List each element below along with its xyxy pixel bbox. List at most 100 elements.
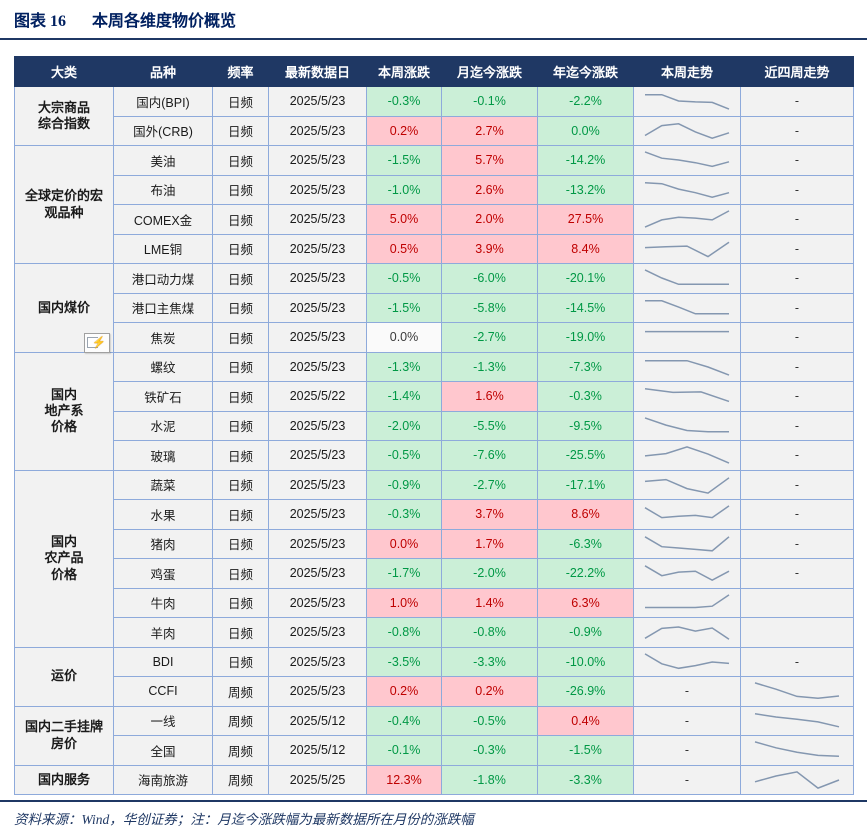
frequency-cell: 日频 — [212, 469, 269, 500]
four-week-trend-cell: - — [740, 174, 854, 205]
mtd-change-cell: -2.7% — [441, 469, 538, 500]
four-week-trend-cell — [740, 735, 854, 766]
latest-date-cell: 2025/5/23 — [268, 617, 367, 648]
mtd-change-cell: -3.3% — [441, 646, 538, 677]
sparkline — [645, 331, 729, 333]
mtd-change-cell: -5.8% — [441, 292, 538, 323]
table-row: 大宗商品 综合指数 国内(BPI) 日频 2025/5/23 -0.3% -0.1% -2.2… — [14, 86, 854, 146]
week-change-cell: -0.5% — [366, 263, 442, 294]
week-trend-cell — [633, 115, 741, 146]
variety-cell: 布油 — [113, 174, 213, 205]
ytd-change-cell: 6.3% — [537, 587, 634, 618]
latest-date-cell: 2025/5/23 — [268, 322, 367, 353]
variety-cell: 牛肉 — [113, 587, 213, 618]
category-cell: 国内服务 — [14, 764, 114, 795]
frequency-cell: 日频 — [212, 440, 269, 471]
week-trend-cell — [633, 499, 741, 530]
ytd-change-cell: -14.2% — [537, 145, 634, 176]
variety-cell: COMEX金 — [113, 204, 213, 235]
source-note: 资料来源：Wind，华创证券；注：月迄今涨跌幅为最新数据所在月份的涨跌幅 — [14, 812, 474, 827]
four-week-trend-cell: - — [740, 558, 854, 589]
frequency-cell: 日频 — [212, 528, 269, 559]
mtd-change-cell: 0.2% — [441, 676, 538, 707]
ytd-change-cell: -0.9% — [537, 617, 634, 648]
latest-date-cell: 2025/5/23 — [268, 174, 367, 205]
mtd-change-cell: -0.5% — [441, 705, 538, 736]
four-week-trend-cell: - — [740, 145, 854, 176]
week-trend-cell: - — [633, 764, 741, 795]
table-row: 水果 日频 2025/5/23 -0.3% 3.7% 8.6% - — [15, 499, 854, 530]
paste-options-icon[interactable]: ⚡ — [84, 333, 110, 353]
header-cell: 大类 — [14, 56, 114, 87]
week-trend-cell — [633, 233, 741, 264]
week-change-cell: -0.5% — [366, 440, 442, 471]
variety-cell: 鸡蛋 — [113, 558, 213, 589]
header-cell: 频率 — [212, 56, 269, 87]
sparkline — [645, 94, 730, 111]
mtd-change-cell: 2.0% — [441, 204, 538, 235]
ytd-change-cell: -9.5% — [537, 410, 634, 441]
frequency-cell: 日频 — [212, 145, 269, 176]
latest-date-cell: 2025/5/23 — [268, 499, 367, 530]
table-row: 国内煤价 港口动力煤 日频 2025/5/23 -0.5% -6.0% -20.1% - — [14, 263, 854, 353]
frequency-cell: 日频 — [212, 322, 269, 353]
variety-cell: 水泥 — [113, 410, 213, 441]
four-week-trend-cell: - — [740, 86, 854, 117]
ytd-change-cell: 27.5% — [537, 204, 634, 235]
latest-date-cell: 2025/5/23 — [268, 558, 367, 589]
week-change-cell: -0.3% — [366, 86, 442, 117]
week-change-cell: 0.0% — [366, 528, 442, 559]
week-change-cell: -1.4% — [366, 381, 442, 412]
week-change-cell: 0.0% — [366, 322, 442, 353]
latest-date-cell: 2025/5/23 — [268, 115, 367, 146]
variety-cell: 玻璃 — [113, 440, 213, 471]
latest-date-cell: 2025/5/23 — [268, 292, 367, 323]
ytd-change-cell: 0.4% — [537, 705, 634, 736]
table-row: 全国 周频 2025/5/12 -0.1% -0.3% -1.5% - — [15, 735, 854, 766]
week-trend-cell — [633, 469, 741, 500]
four-week-trend-cell: - — [740, 528, 854, 559]
week-change-cell: 0.2% — [366, 115, 442, 146]
latest-date-cell: 2025/5/23 — [268, 469, 367, 500]
ytd-change-cell: -3.3% — [537, 764, 634, 795]
week-change-cell: 0.5% — [366, 233, 442, 264]
week-change-cell: 0.2% — [366, 676, 442, 707]
mtd-change-cell: -0.1% — [441, 86, 538, 117]
week-change-cell: -1.5% — [366, 145, 442, 176]
mtd-change-cell: 1.6% — [441, 381, 538, 412]
frequency-cell: 日频 — [212, 263, 269, 294]
sparkline — [644, 210, 730, 229]
week-trend-cell — [633, 381, 741, 412]
latest-date-cell: 2025/5/23 — [268, 233, 367, 264]
figure-title: 本周各维度物价概览 — [92, 13, 237, 30]
table-row: 国内 农产品 价格 蔬菜 日频 2025/5/23 -0.9% -2.7% -17.1% - — [14, 469, 854, 648]
table-row: 水泥 日频 2025/5/23 -2.0% -5.5% -9.5% - — [15, 410, 854, 441]
latest-date-cell: 2025/5/22 — [268, 381, 367, 412]
mtd-change-cell: -5.5% — [441, 410, 538, 441]
ytd-change-cell: -17.1% — [537, 469, 634, 500]
frequency-cell: 日频 — [212, 410, 269, 441]
variety-cell: 焦炭 — [113, 322, 213, 353]
frequency-cell: 日频 — [212, 86, 269, 117]
four-week-trend-cell: - — [740, 263, 854, 294]
week-trend-cell — [633, 145, 741, 176]
paste-sheet-shape — [87, 337, 98, 348]
four-week-trend-cell: - — [740, 233, 854, 264]
table-row: CCFI 周频 2025/5/23 0.2% 0.2% -26.9% - — [15, 676, 854, 707]
latest-date-cell: 2025/5/23 — [268, 410, 367, 441]
table-row: 鸡蛋 日频 2025/5/23 -1.7% -2.0% -22.2% - — [15, 558, 854, 589]
frequency-cell: 日频 — [212, 617, 269, 648]
table-row: 国外(CRB) 日频 2025/5/23 0.2% 2.7% 0.0% - — [15, 115, 854, 146]
four-week-trend-cell: - — [740, 469, 854, 500]
ytd-change-cell: 8.4% — [537, 233, 634, 264]
ytd-change-cell: -19.0% — [537, 322, 634, 353]
table-body: 大宗商品 综合指数 国内(BPI) 日频 2025/5/23 -0.3% -0.1% -2.2… — [14, 86, 854, 795]
header-cell: 品种 — [113, 56, 213, 87]
sparkline — [644, 241, 730, 258]
week-change-cell: 5.0% — [366, 204, 442, 235]
ytd-change-cell: 8.6% — [537, 499, 634, 530]
header-cell: 月迄今涨跌 — [441, 56, 538, 87]
figure-label: 图表 16 — [14, 13, 67, 30]
latest-date-cell: 2025/5/23 — [268, 351, 367, 382]
mtd-change-cell: -6.0% — [441, 263, 538, 294]
